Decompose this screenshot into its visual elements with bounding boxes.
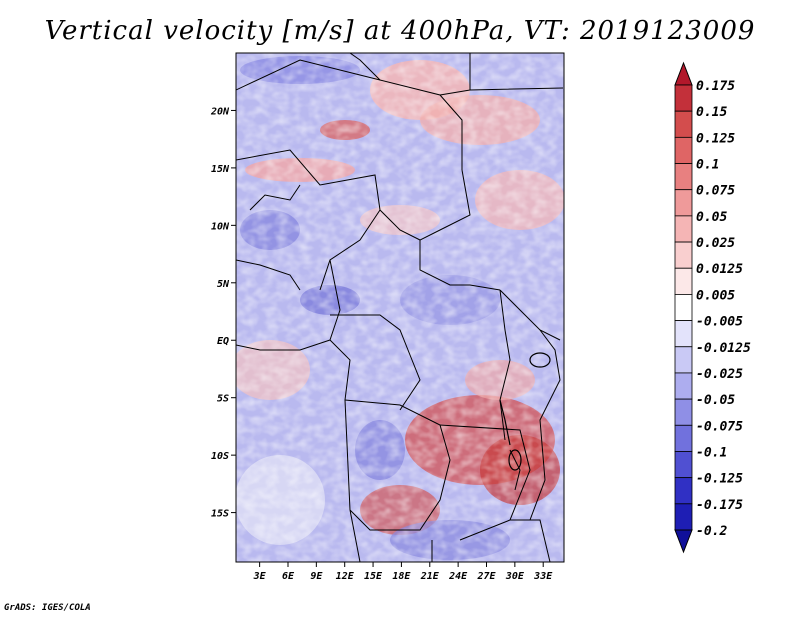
colorbar-cell	[674, 267, 693, 295]
y-tick-label: 15N	[211, 164, 230, 175]
y-tick-label: 10S	[211, 451, 229, 462]
x-tick-label: 27E	[476, 571, 496, 582]
colorbar-label: -0.05	[696, 393, 735, 408]
colorbar-cell	[674, 215, 693, 243]
colorbar-label: 0.1	[696, 158, 719, 173]
y-tick-label: 5S	[217, 394, 229, 405]
chart-title: Vertical velocity [m/s] at 400hPa, VT: 2…	[44, 16, 756, 46]
colorbar-cell	[674, 372, 693, 400]
colorbar-label: 0.025	[696, 236, 735, 251]
colorbar-cell	[674, 398, 693, 426]
colorbar-cell	[674, 477, 693, 505]
colorbar-label: -0.175	[696, 498, 743, 513]
colorbar-label: 0.175	[696, 79, 735, 94]
colorbar-cell	[674, 110, 693, 138]
colorbar-label: -0.0125	[696, 341, 751, 356]
colorbar-label: 0.005	[696, 288, 735, 303]
colorbar-label: -0.005	[696, 315, 743, 330]
colorbar-cell	[674, 136, 693, 164]
colorbar: 0.175 0.15 0.125 0.1 0.075 0.05 0.025 0.0125 0.0…	[674, 61, 751, 554]
x-tick-label: 9E	[310, 571, 323, 582]
y-tick-label: EQ	[217, 336, 229, 347]
colorbar-cell	[674, 294, 693, 321]
colorbar-label: 0.0125	[696, 262, 743, 277]
colorbar-min-arrow	[674, 529, 693, 554]
x-tick-label: 6E	[282, 571, 295, 582]
y-tick-label: 5N	[217, 279, 230, 290]
colorbar-label: 0.05	[696, 210, 727, 225]
colorbar-cell	[674, 503, 693, 531]
colorbar-label: -0.2	[696, 524, 727, 539]
colorbar-cell	[674, 84, 693, 112]
colorbar-label: -0.025	[696, 367, 743, 382]
x-tick-label: 3E	[253, 571, 267, 582]
colorbar-cell	[674, 320, 693, 348]
country-borders	[236, 53, 564, 562]
y-tick-label: 15S	[211, 509, 229, 520]
colorbar-label: 0.15	[696, 105, 727, 120]
x-tick-label: 24E	[448, 571, 468, 582]
colorbar-cell	[674, 163, 693, 191]
credit-label: GrADS: IGES/COLA	[4, 603, 91, 613]
colorbar-label: -0.075	[696, 419, 743, 434]
y-tick-label: 10N	[211, 221, 230, 232]
colorbar-max-arrow	[674, 61, 693, 86]
x-tick-label: 15E	[364, 571, 383, 582]
x-tick-label: 33E	[533, 571, 553, 582]
y-axis: 20N 15N 10N 5N EQ 5S 10S 15S	[210, 106, 236, 520]
colorbar-label: -0.1	[696, 445, 727, 460]
lakes	[499, 352, 551, 471]
colorbar-cell	[674, 189, 693, 217]
colorbar-cell	[674, 424, 693, 452]
x-tick-label: 18E	[392, 571, 411, 582]
colorbar-cell	[674, 346, 693, 374]
colorbar-label: -0.125	[696, 472, 743, 487]
x-tick-label: 30E	[505, 571, 525, 582]
x-axis: 3E 6E 9E 12E 15E 18E 21E 24E 27E 30E 33E	[253, 562, 553, 582]
x-tick-label: 12E	[336, 571, 355, 582]
colorbar-label: 0.125	[696, 131, 735, 146]
colorbar-cell	[674, 241, 693, 269]
plot-frame	[235, 52, 565, 563]
y-tick-label: 20N	[210, 106, 230, 117]
field-texture	[236, 53, 564, 562]
x-tick-label: 21E	[420, 571, 440, 582]
colorbar-cell	[674, 451, 693, 479]
velocity-field	[236, 53, 564, 562]
colorbar-label: 0.075	[696, 184, 735, 199]
